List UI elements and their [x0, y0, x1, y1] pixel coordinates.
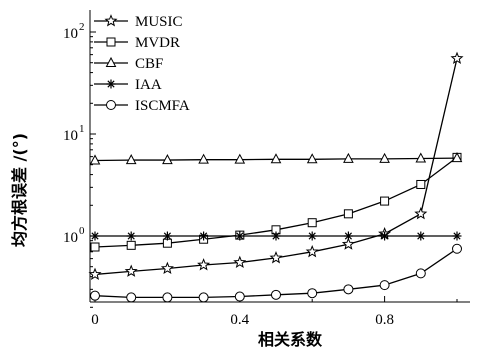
legend-marker	[104, 14, 118, 27]
iscmfa-point	[162, 292, 173, 303]
cbf-point	[343, 152, 354, 163]
legend-item-mvdr: MVDR	[94, 35, 180, 51]
legend-item-cbf: CBF	[94, 56, 163, 72]
x-axis-label: 相关系数	[258, 330, 323, 349]
series-iscmfa	[90, 243, 462, 303]
iscmfa-point	[90, 290, 100, 301]
legend-label: MUSIC	[135, 14, 183, 30]
axes: 10 010 110 20 0.4 0.8	[63, 10, 470, 328]
legend-marker	[106, 37, 116, 47]
mvdr-point	[126, 240, 136, 250]
iscmfa-point	[126, 292, 137, 303]
cbf-point	[162, 154, 173, 165]
iaa-point	[343, 231, 353, 241]
iscmfa-point	[415, 268, 426, 279]
music-point	[88, 267, 102, 280]
legend-label: CBF	[135, 56, 163, 72]
asterisk-stroke	[127, 232, 135, 240]
iaa-point	[162, 231, 172, 241]
legend-marker	[106, 79, 116, 89]
cbf-point	[270, 153, 282, 164]
mvdr-point	[343, 209, 353, 219]
iscmfa-point	[307, 288, 318, 299]
iaa-point	[90, 231, 100, 241]
legend-label: MVDR	[135, 35, 180, 51]
y-tick-exponent: 1	[79, 123, 85, 135]
cbf-point	[379, 152, 390, 163]
asterisk-stroke	[272, 232, 280, 240]
y-tick-exponent: 0	[79, 225, 85, 237]
music-point	[269, 251, 283, 264]
legend-marker	[105, 56, 117, 67]
series-iaa	[90, 231, 462, 241]
iaa-point	[199, 231, 209, 241]
cbf-point	[198, 153, 209, 164]
asterisk-stroke	[344, 232, 353, 240]
x-tick-label: 0.4	[230, 312, 249, 328]
series-cbf	[89, 152, 463, 165]
y-tick-label: 10	[63, 128, 78, 144]
cbf-point	[415, 152, 427, 163]
iscmfa-point	[452, 243, 462, 254]
mvdr-point	[90, 242, 100, 252]
x-tick-label: 0.8	[375, 312, 394, 328]
cbf-point	[234, 153, 246, 164]
music-point	[450, 51, 464, 65]
music-point	[124, 264, 138, 277]
series-layer	[88, 51, 464, 303]
y-tick-label: 10	[63, 26, 78, 42]
asterisk-stroke	[199, 232, 208, 240]
y-axis-label: 均方根误差 /(°)	[10, 133, 29, 247]
iscmfa-point	[198, 292, 209, 303]
asterisk-stroke	[236, 232, 244, 240]
asterisk-stroke	[417, 232, 425, 240]
iscmfa-point	[379, 280, 390, 291]
asterisk-stroke	[453, 232, 461, 240]
asterisk-stroke	[380, 232, 389, 240]
iaa-point	[235, 231, 245, 241]
asterisk-stroke	[163, 232, 172, 240]
mvdr-point	[307, 218, 317, 228]
legend-item-iscmfa: ISCMFA	[94, 98, 190, 114]
music-point	[160, 261, 174, 275]
legend-label: ISCMFA	[135, 98, 190, 114]
legend-marker	[106, 100, 116, 110]
legend-item-iaa: IAA	[94, 77, 162, 93]
iaa-point	[380, 231, 390, 241]
cbf-point	[306, 153, 318, 164]
legend-label: IAA	[135, 77, 162, 93]
music-point	[305, 244, 319, 258]
music-point	[233, 255, 247, 269]
x-tick-label: 0	[91, 312, 99, 328]
iaa-point	[452, 231, 462, 241]
iscmfa-point	[234, 291, 245, 302]
legend: MUSIC MVDR CBF IAA ISCMFA	[94, 14, 190, 114]
iscmfa-point	[343, 284, 354, 295]
music-point	[414, 206, 428, 220]
legend-item-music: MUSIC	[94, 14, 183, 30]
cbf-point	[89, 154, 101, 165]
y-tick-label: 10	[63, 230, 78, 246]
y-tick-exponent: 2	[79, 21, 85, 33]
iaa-point	[416, 231, 426, 241]
music-point	[197, 258, 211, 271]
asterisk-stroke	[107, 80, 115, 88]
cbf-point	[125, 154, 137, 165]
mvdr-point	[380, 196, 390, 206]
music-point	[341, 237, 355, 250]
iscmfa-point	[271, 289, 281, 300]
iaa-point	[271, 231, 281, 241]
asterisk-stroke	[91, 232, 99, 240]
cbf-point	[451, 152, 463, 163]
asterisk-stroke	[308, 232, 316, 240]
iaa-point	[126, 231, 136, 241]
iaa-point	[307, 231, 317, 241]
mvdr-point	[416, 179, 426, 189]
